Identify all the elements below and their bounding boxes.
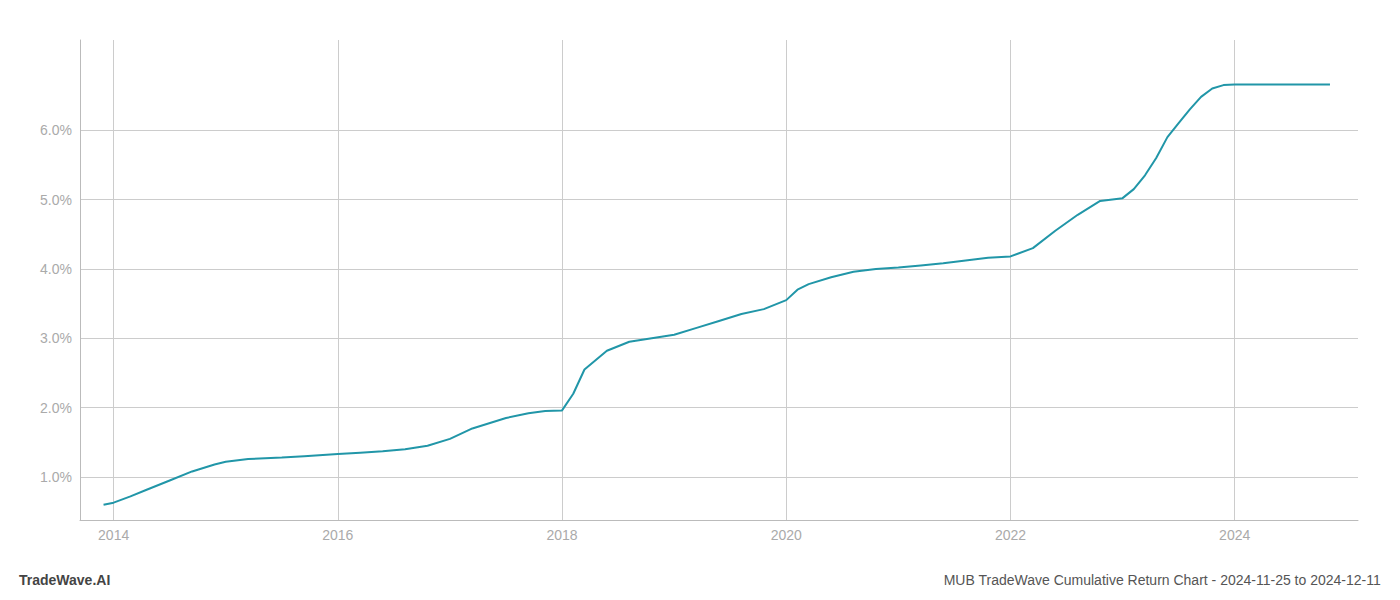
- svg-text:2020: 2020: [771, 527, 802, 543]
- svg-text:3.0%: 3.0%: [40, 330, 72, 346]
- svg-text:TradeWave.AI: TradeWave.AI: [19, 572, 110, 588]
- svg-text:5.0%: 5.0%: [40, 192, 72, 208]
- svg-text:2014: 2014: [98, 527, 129, 543]
- svg-text:4.0%: 4.0%: [40, 261, 72, 277]
- svg-text:MUB TradeWave Cumulative Retur: MUB TradeWave Cumulative Return Chart - …: [944, 572, 1381, 588]
- svg-text:1.0%: 1.0%: [40, 469, 72, 485]
- svg-text:2022: 2022: [995, 527, 1026, 543]
- svg-text:2.0%: 2.0%: [40, 400, 72, 416]
- svg-text:2018: 2018: [546, 527, 577, 543]
- svg-text:2016: 2016: [322, 527, 353, 543]
- svg-text:6.0%: 6.0%: [40, 122, 72, 138]
- svg-text:2024: 2024: [1219, 527, 1250, 543]
